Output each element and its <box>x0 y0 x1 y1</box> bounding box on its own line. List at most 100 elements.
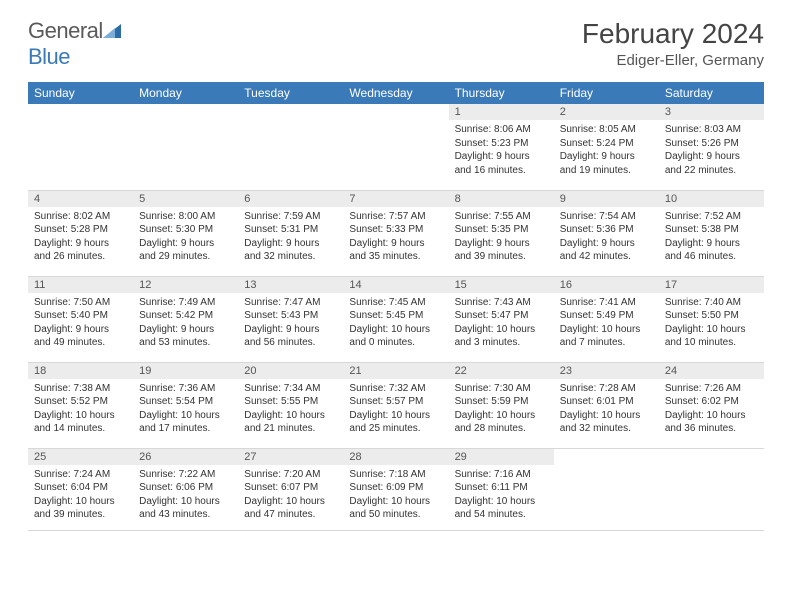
sunrise-text: Sunrise: 7:24 AM <box>34 468 127 482</box>
sunset-text: Sunset: 5:52 PM <box>34 395 127 409</box>
day-body: Sunrise: 7:55 AMSunset: 5:35 PMDaylight:… <box>449 207 554 267</box>
day-number: 7 <box>343 191 448 207</box>
sunset-text: Sunset: 5:35 PM <box>455 223 548 237</box>
sunset-text: Sunset: 5:57 PM <box>349 395 442 409</box>
calendar-cell: 9Sunrise: 7:54 AMSunset: 5:36 PMDaylight… <box>554 190 659 276</box>
calendar-cell <box>659 448 764 530</box>
month-title: February 2024 <box>582 18 764 50</box>
calendar-cell: 26Sunrise: 7:22 AMSunset: 6:06 PMDayligh… <box>133 448 238 530</box>
sunset-text: Sunset: 5:24 PM <box>560 137 653 151</box>
day-body: Sunrise: 7:59 AMSunset: 5:31 PMDaylight:… <box>238 207 343 267</box>
calendar-row: 18Sunrise: 7:38 AMSunset: 5:52 PMDayligh… <box>28 362 764 448</box>
sunrise-text: Sunrise: 7:43 AM <box>455 296 548 310</box>
calendar-row: 1Sunrise: 8:06 AMSunset: 5:23 PMDaylight… <box>28 104 764 190</box>
sunrise-text: Sunrise: 7:26 AM <box>665 382 758 396</box>
daylight-text: Daylight: 9 hours and 19 minutes. <box>560 150 653 177</box>
sunset-text: Sunset: 5:43 PM <box>244 309 337 323</box>
day-body: Sunrise: 8:00 AMSunset: 5:30 PMDaylight:… <box>133 207 238 267</box>
daylight-text: Daylight: 9 hours and 22 minutes. <box>665 150 758 177</box>
location: Ediger-Eller, Germany <box>582 52 764 69</box>
day-number: 10 <box>659 191 764 207</box>
sunrise-text: Sunrise: 8:06 AM <box>455 123 548 137</box>
sunrise-text: Sunrise: 7:28 AM <box>560 382 653 396</box>
calendar-cell: 27Sunrise: 7:20 AMSunset: 6:07 PMDayligh… <box>238 448 343 530</box>
sunrise-text: Sunrise: 7:54 AM <box>560 210 653 224</box>
calendar-cell: 18Sunrise: 7:38 AMSunset: 5:52 PMDayligh… <box>28 362 133 448</box>
day-body: Sunrise: 7:20 AMSunset: 6:07 PMDaylight:… <box>238 465 343 525</box>
calendar-cell: 5Sunrise: 8:00 AMSunset: 5:30 PMDaylight… <box>133 190 238 276</box>
calendar-table: Sunday Monday Tuesday Wednesday Thursday… <box>28 82 764 531</box>
calendar-cell <box>554 448 659 530</box>
sunset-text: Sunset: 6:11 PM <box>455 481 548 495</box>
daylight-text: Daylight: 9 hours and 46 minutes. <box>665 237 758 264</box>
sunset-text: Sunset: 5:54 PM <box>139 395 232 409</box>
sunset-text: Sunset: 5:33 PM <box>349 223 442 237</box>
sunrise-text: Sunrise: 7:40 AM <box>665 296 758 310</box>
day-body: Sunrise: 7:50 AMSunset: 5:40 PMDaylight:… <box>28 293 133 353</box>
day-body: Sunrise: 7:52 AMSunset: 5:38 PMDaylight:… <box>659 207 764 267</box>
day-body: Sunrise: 7:34 AMSunset: 5:55 PMDaylight:… <box>238 379 343 439</box>
day-number: 4 <box>28 191 133 207</box>
day-number: 2 <box>554 104 659 120</box>
calendar-cell <box>238 104 343 190</box>
col-saturday: Saturday <box>659 82 764 104</box>
calendar-cell: 22Sunrise: 7:30 AMSunset: 5:59 PMDayligh… <box>449 362 554 448</box>
logo-text-b: Blue <box>28 44 70 69</box>
sunrise-text: Sunrise: 7:22 AM <box>139 468 232 482</box>
sunrise-text: Sunrise: 7:45 AM <box>349 296 442 310</box>
calendar-cell: 21Sunrise: 7:32 AMSunset: 5:57 PMDayligh… <box>343 362 448 448</box>
day-number: 5 <box>133 191 238 207</box>
day-number: 8 <box>449 191 554 207</box>
sunrise-text: Sunrise: 7:38 AM <box>34 382 127 396</box>
calendar-cell: 28Sunrise: 7:18 AMSunset: 6:09 PMDayligh… <box>343 448 448 530</box>
sunset-text: Sunset: 5:45 PM <box>349 309 442 323</box>
day-number: 9 <box>554 191 659 207</box>
col-wednesday: Wednesday <box>343 82 448 104</box>
daylight-text: Daylight: 10 hours and 54 minutes. <box>455 495 548 522</box>
daylight-text: Daylight: 9 hours and 42 minutes. <box>560 237 653 264</box>
calendar-page: GeneralBlue February 2024 Ediger-Eller, … <box>0 0 792 549</box>
sunset-text: Sunset: 5:38 PM <box>665 223 758 237</box>
sunset-text: Sunset: 5:23 PM <box>455 137 548 151</box>
sunset-text: Sunset: 6:02 PM <box>665 395 758 409</box>
sunrise-text: Sunrise: 7:34 AM <box>244 382 337 396</box>
col-thursday: Thursday <box>449 82 554 104</box>
day-number: 6 <box>238 191 343 207</box>
daylight-text: Daylight: 10 hours and 0 minutes. <box>349 323 442 350</box>
sunrise-text: Sunrise: 7:52 AM <box>665 210 758 224</box>
calendar-cell: 12Sunrise: 7:49 AMSunset: 5:42 PMDayligh… <box>133 276 238 362</box>
day-body: Sunrise: 7:24 AMSunset: 6:04 PMDaylight:… <box>28 465 133 525</box>
calendar-cell: 4Sunrise: 8:02 AMSunset: 5:28 PMDaylight… <box>28 190 133 276</box>
day-number: 14 <box>343 277 448 293</box>
sunset-text: Sunset: 6:01 PM <box>560 395 653 409</box>
day-number: 29 <box>449 449 554 465</box>
daylight-text: Daylight: 9 hours and 49 minutes. <box>34 323 127 350</box>
calendar-cell: 10Sunrise: 7:52 AMSunset: 5:38 PMDayligh… <box>659 190 764 276</box>
sunset-text: Sunset: 5:47 PM <box>455 309 548 323</box>
calendar-cell: 2Sunrise: 8:05 AMSunset: 5:24 PMDaylight… <box>554 104 659 190</box>
col-friday: Friday <box>554 82 659 104</box>
calendar-cell <box>343 104 448 190</box>
calendar-cell: 15Sunrise: 7:43 AMSunset: 5:47 PMDayligh… <box>449 276 554 362</box>
sunset-text: Sunset: 5:30 PM <box>139 223 232 237</box>
sunset-text: Sunset: 5:49 PM <box>560 309 653 323</box>
sunset-text: Sunset: 5:55 PM <box>244 395 337 409</box>
calendar-cell <box>28 104 133 190</box>
daylight-text: Daylight: 10 hours and 17 minutes. <box>139 409 232 436</box>
day-body: Sunrise: 8:02 AMSunset: 5:28 PMDaylight:… <box>28 207 133 267</box>
calendar-row: 25Sunrise: 7:24 AMSunset: 6:04 PMDayligh… <box>28 448 764 530</box>
sunrise-text: Sunrise: 7:16 AM <box>455 468 548 482</box>
calendar-cell: 17Sunrise: 7:40 AMSunset: 5:50 PMDayligh… <box>659 276 764 362</box>
day-number: 26 <box>133 449 238 465</box>
sunset-text: Sunset: 5:31 PM <box>244 223 337 237</box>
calendar-cell <box>133 104 238 190</box>
day-number: 20 <box>238 363 343 379</box>
day-number: 21 <box>343 363 448 379</box>
calendar-cell: 19Sunrise: 7:36 AMSunset: 5:54 PMDayligh… <box>133 362 238 448</box>
calendar-cell: 1Sunrise: 8:06 AMSunset: 5:23 PMDaylight… <box>449 104 554 190</box>
sunrise-text: Sunrise: 7:59 AM <box>244 210 337 224</box>
day-number: 28 <box>343 449 448 465</box>
day-body: Sunrise: 8:05 AMSunset: 5:24 PMDaylight:… <box>554 120 659 180</box>
day-body: Sunrise: 7:43 AMSunset: 5:47 PMDaylight:… <box>449 293 554 353</box>
day-body: Sunrise: 7:18 AMSunset: 6:09 PMDaylight:… <box>343 465 448 525</box>
